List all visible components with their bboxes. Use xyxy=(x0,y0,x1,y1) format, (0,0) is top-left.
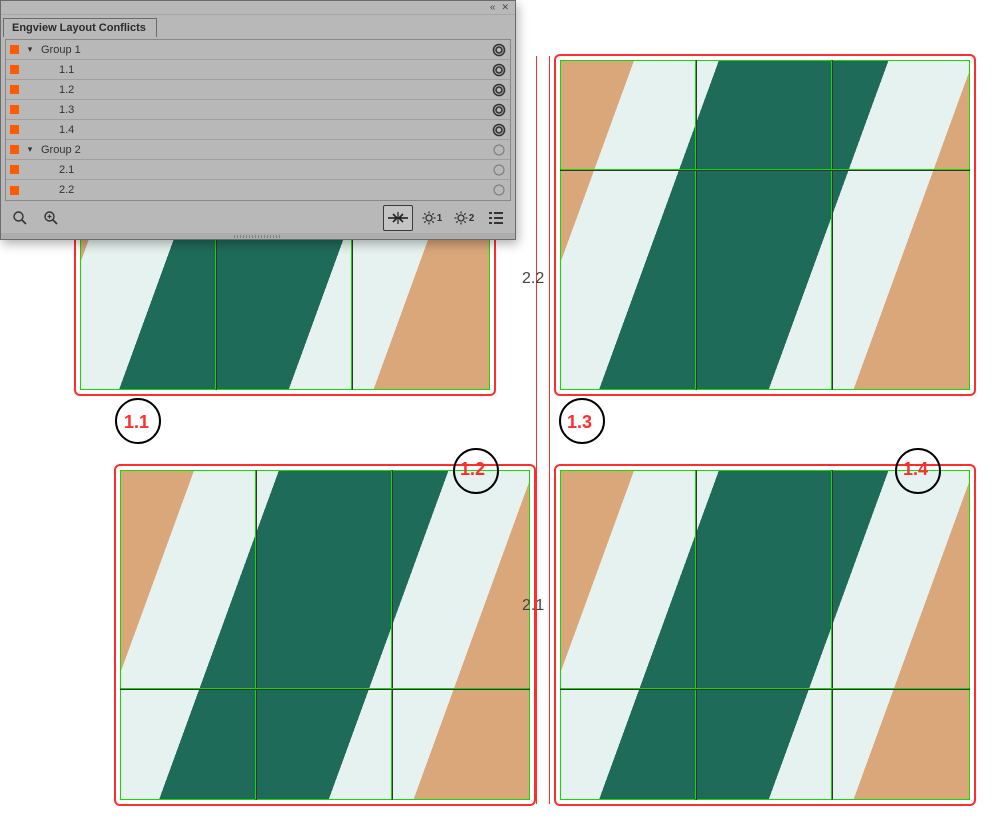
conflicts-panel: « ✕ Engview Layout Conflicts ▾ Group 1 •… xyxy=(0,0,516,240)
conflict-indicator-icon xyxy=(10,165,19,174)
center-arrows-icon xyxy=(387,210,409,226)
panel-titlebar-controls: « ✕ xyxy=(1,1,515,15)
conflict-indicator-icon xyxy=(10,145,19,154)
settings-2-label: 2 xyxy=(469,213,475,224)
conflict-marker-label-1-4: 1.4 xyxy=(903,459,928,480)
search-plus-icon xyxy=(43,210,61,226)
gear-icon xyxy=(454,211,468,225)
row-visibility-toggle[interactable] xyxy=(492,143,506,157)
row-visibility-toggle[interactable] xyxy=(492,103,506,117)
dieline-group-3 xyxy=(120,470,530,800)
panel-tabs: Engview Layout Conflicts xyxy=(1,15,515,37)
conflicts-tree: ▾ Group 1 • 1.1 • 1.2 • xyxy=(5,39,511,201)
conflict-indicator-icon xyxy=(10,125,19,134)
bleed-label-2-1: 2.1 xyxy=(522,597,544,615)
dieline-group-4 xyxy=(560,470,970,800)
tree-row-group-1[interactable]: ▾ Group 1 xyxy=(6,40,510,60)
settings-1-label: 1 xyxy=(437,213,443,224)
list-view-button[interactable] xyxy=(483,206,509,230)
row-visibility-toggle[interactable] xyxy=(492,83,506,97)
tree-row-label: 2.1 xyxy=(59,164,486,176)
tree-row-label: 1.3 xyxy=(59,104,486,116)
conflict-marker-label-1-3: 1.3 xyxy=(567,412,592,433)
settings-1-button[interactable]: 1 xyxy=(419,206,445,230)
tree-row-1-3[interactable]: • 1.3 xyxy=(6,100,510,120)
tree-row-label: 1.4 xyxy=(59,124,486,136)
tree-row-label: Group 2 xyxy=(41,144,486,156)
panel-footer: 1 2 xyxy=(1,203,515,233)
panel-resize-grip[interactable] xyxy=(1,233,515,239)
conflict-indicator-icon xyxy=(10,105,19,114)
center-conflict-button[interactable] xyxy=(383,205,413,231)
row-visibility-toggle[interactable] xyxy=(492,163,506,177)
conflict-indicator-icon xyxy=(10,45,19,54)
zoom-fit-button[interactable] xyxy=(39,206,65,230)
zoom-tool-button[interactable] xyxy=(7,206,33,230)
tree-row-label: 2.2 xyxy=(59,184,486,196)
search-icon xyxy=(12,210,28,226)
tab-conflicts[interactable]: Engview Layout Conflicts xyxy=(3,18,157,37)
tree-row-group-2[interactable]: ▾ Group 2 xyxy=(6,140,510,160)
tree-row-1-2[interactable]: • 1.2 xyxy=(6,80,510,100)
chevron-down-icon[interactable]: ▾ xyxy=(25,44,35,55)
tree-row-1-4[interactable]: • 1.4 xyxy=(6,120,510,140)
tree-row-label: 1.2 xyxy=(59,84,486,96)
panel-close-icon[interactable]: ✕ xyxy=(501,2,509,13)
tree-row-2-2[interactable]: • 2.2 xyxy=(6,180,510,200)
conflict-marker-label-1-2: 1.2 xyxy=(460,459,485,480)
gear-icon xyxy=(422,211,436,225)
list-icon xyxy=(488,211,504,225)
conflict-indicator-icon xyxy=(10,65,19,74)
tree-row-label: Group 1 xyxy=(41,44,486,56)
panel-collapse-icon[interactable]: « xyxy=(490,2,496,13)
conflict-indicator-icon xyxy=(10,186,19,195)
tree-row-label: 1.1 xyxy=(59,64,486,76)
settings-2-button[interactable]: 2 xyxy=(451,206,477,230)
bleed-label-2-2: 2.2 xyxy=(522,270,544,288)
row-visibility-toggle[interactable] xyxy=(492,183,506,197)
panel-body: ▾ Group 1 • 1.1 • 1.2 • xyxy=(1,37,515,203)
row-visibility-toggle[interactable] xyxy=(492,43,506,57)
dieline-group-2 xyxy=(560,60,970,390)
row-visibility-toggle[interactable] xyxy=(492,63,506,77)
conflict-marker-label-1-1: 1.1 xyxy=(124,412,149,433)
bleed-strip xyxy=(536,56,550,804)
tree-row-1-1[interactable]: • 1.1 xyxy=(6,60,510,80)
chevron-down-icon[interactable]: ▾ xyxy=(25,144,35,155)
conflict-indicator-icon xyxy=(10,85,19,94)
tree-row-2-1[interactable]: • 2.1 xyxy=(6,160,510,180)
row-visibility-toggle[interactable] xyxy=(492,123,506,137)
